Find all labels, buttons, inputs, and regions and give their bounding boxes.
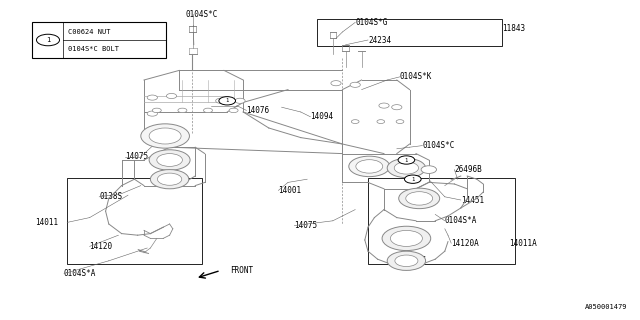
Text: 14076: 14076 (246, 106, 269, 115)
Text: 14120: 14120 (90, 242, 113, 251)
Circle shape (141, 124, 189, 148)
Text: 14094: 14094 (310, 112, 333, 121)
Text: 0104S*A: 0104S*A (445, 216, 477, 225)
Circle shape (235, 98, 245, 103)
Circle shape (390, 230, 422, 246)
Circle shape (356, 160, 383, 173)
Circle shape (387, 158, 426, 178)
Text: 14075: 14075 (125, 152, 148, 161)
Circle shape (157, 154, 182, 166)
Circle shape (404, 175, 421, 183)
Circle shape (421, 166, 436, 173)
Circle shape (157, 173, 182, 185)
Text: A050001479: A050001479 (585, 304, 627, 310)
Text: FRONT: FRONT (230, 266, 253, 275)
Circle shape (351, 120, 359, 124)
Circle shape (387, 251, 426, 270)
Circle shape (392, 105, 402, 110)
Text: 24234: 24234 (368, 36, 391, 44)
Circle shape (349, 156, 390, 177)
Circle shape (152, 108, 161, 113)
Text: 14120A: 14120A (451, 239, 479, 248)
Text: 0138S: 0138S (403, 256, 426, 265)
Circle shape (204, 108, 212, 113)
Text: 14001: 14001 (278, 186, 301, 195)
Circle shape (178, 108, 187, 113)
Circle shape (149, 150, 190, 170)
Circle shape (395, 255, 418, 267)
Text: 14451: 14451 (461, 196, 484, 204)
Text: 0138S: 0138S (99, 192, 122, 201)
Circle shape (36, 34, 60, 46)
Circle shape (398, 156, 415, 164)
Text: 1: 1 (411, 177, 415, 182)
Circle shape (377, 120, 385, 124)
Text: 0104S*C: 0104S*C (186, 10, 218, 19)
Circle shape (382, 226, 431, 251)
Circle shape (406, 192, 433, 205)
Bar (368, 178, 515, 264)
Circle shape (166, 93, 177, 99)
Circle shape (396, 120, 404, 124)
Text: 0104S*C BOLT: 0104S*C BOLT (68, 46, 119, 52)
Text: 1: 1 (46, 37, 50, 43)
Circle shape (350, 82, 360, 87)
Circle shape (229, 108, 238, 113)
Circle shape (147, 95, 157, 100)
Circle shape (216, 98, 226, 103)
Text: 26496B: 26496B (454, 165, 482, 174)
Circle shape (379, 103, 389, 108)
Text: 0104S*A: 0104S*A (64, 269, 97, 278)
Text: 0104S*C: 0104S*C (422, 141, 455, 150)
Text: C00624 NUT: C00624 NUT (68, 29, 110, 35)
Circle shape (331, 81, 341, 86)
Text: 14011: 14011 (35, 218, 58, 227)
Text: 11843: 11843 (502, 24, 525, 33)
Circle shape (219, 97, 236, 105)
Bar (32, 22, 166, 58)
Text: 0104S*K: 0104S*K (400, 72, 433, 81)
Bar (67, 178, 202, 264)
Circle shape (149, 128, 181, 144)
Circle shape (399, 188, 440, 209)
Circle shape (394, 162, 419, 174)
Text: 14011A: 14011A (509, 239, 536, 248)
Text: 1: 1 (225, 98, 229, 103)
Circle shape (150, 170, 189, 189)
Text: 0104S*G: 0104S*G (355, 18, 388, 27)
Circle shape (147, 111, 157, 116)
Bar (317, 19, 502, 46)
Text: 1: 1 (404, 157, 408, 163)
Text: 14075: 14075 (294, 221, 317, 230)
